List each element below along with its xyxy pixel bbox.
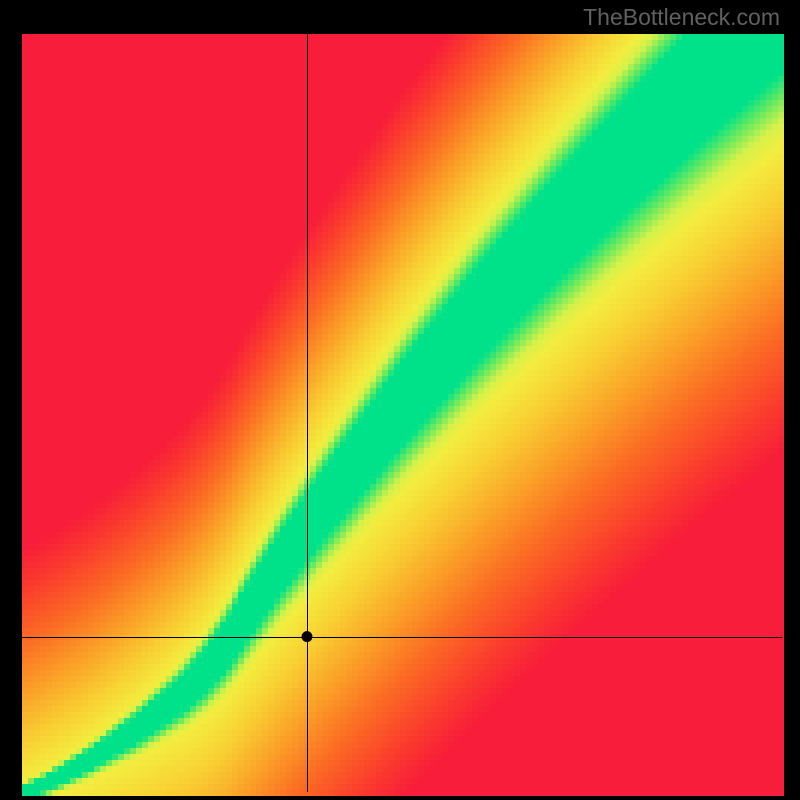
bottleneck-heatmap: [0, 0, 800, 800]
watermark-text: TheBottleneck.com: [583, 4, 780, 31]
chart-container: TheBottleneck.com: [0, 0, 800, 800]
